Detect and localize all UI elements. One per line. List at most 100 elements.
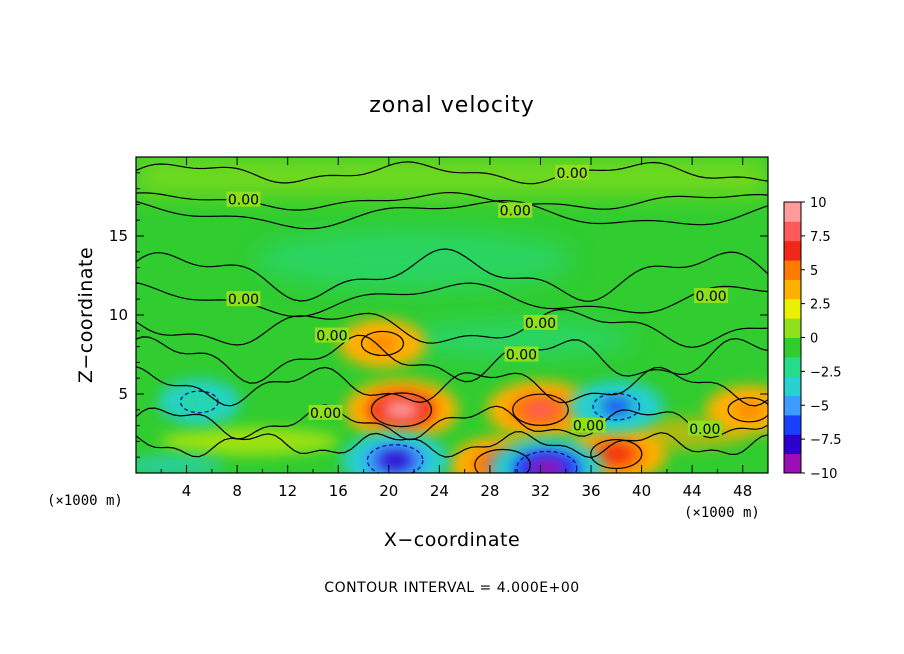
contour-label-bg	[226, 191, 261, 207]
colorbar-tick-label: 10	[810, 196, 827, 211]
contour-labels: 0.00 0.00 0.00 0.00 0.00 0.00 0.00 0.00 0.00 0.00…	[226, 164, 729, 438]
zero-contour	[136, 308, 768, 348]
y-ticks: 5 10 15	[109, 172, 768, 458]
colorbar-tick-label: −10	[810, 467, 837, 482]
field-core	[599, 445, 633, 463]
colorbar-segment	[784, 279, 801, 300]
zero-contour	[136, 248, 768, 302]
x-tick-label: 44	[683, 482, 702, 500]
field-core	[527, 458, 567, 473]
x-tick-label: 24	[430, 482, 449, 500]
contour-label: 0.00	[316, 329, 347, 345]
colorbar-tick-label: 5	[810, 264, 818, 279]
colorbar-tick-label: −7.5	[810, 433, 842, 448]
contour-label-bg	[555, 164, 590, 180]
x-ticks: 4 8 12 16 20 24 28 32 36 40 44 48	[160, 157, 752, 500]
colorbar-segment	[784, 395, 801, 416]
x-unit-right: (×1000 m)	[684, 505, 760, 521]
contour-label: 0.00	[573, 419, 604, 435]
field-band	[136, 157, 768, 197]
colorbar-tick-label: −2.5	[810, 365, 842, 380]
y-tick-label: 15	[109, 227, 128, 245]
field-core	[368, 336, 396, 351]
zero-contour	[136, 366, 768, 407]
colorbar-segment	[784, 414, 801, 435]
y-tick-label: 10	[109, 306, 128, 324]
contour-ring	[370, 392, 433, 428]
contour-ring	[592, 392, 641, 421]
colorbar-segment	[784, 221, 801, 242]
zero-contour	[136, 199, 768, 230]
colorbar-segment	[784, 260, 801, 280]
colorbar-tick-label: 0	[810, 332, 818, 347]
colorbar-segment	[784, 356, 801, 377]
zero-contour	[136, 334, 768, 384]
y-tick-label: 5	[118, 385, 128, 403]
colorbar-segment	[784, 337, 801, 358]
contour-label: 0.00	[506, 348, 537, 364]
field-band	[136, 455, 224, 473]
plot-area: 0.00 0.00 0.00 0.00 0.00 0.00 0.00 0.00 0.00 0.00…	[109, 156, 769, 500]
contour-label-bg	[523, 314, 558, 330]
contour-label-bg	[308, 404, 343, 420]
contour-label-bg	[226, 291, 261, 307]
colorbar-tick-label: 7.5	[810, 230, 831, 245]
contour-ring	[727, 397, 768, 423]
colorbar-segment	[784, 298, 801, 319]
colorbar-segment	[784, 453, 801, 474]
contour-label-bg	[504, 346, 539, 362]
field-core	[382, 399, 421, 420]
colorbar-segment	[784, 240, 801, 261]
colorbar-segment	[784, 202, 801, 222]
x-tick-label: 8	[232, 482, 242, 500]
contour-interval-note: CONTOUR INTERVAL = 4.000E+00	[324, 580, 579, 596]
x-tick-label: 20	[379, 482, 398, 500]
zero-contour	[136, 431, 768, 459]
x-tick-label: 16	[329, 482, 348, 500]
colorbar: 10 7.5 5 2.5 0 −2.5 −5 −7.5 −10	[783, 196, 842, 482]
contour-label: 0.00	[689, 422, 720, 438]
field-band	[254, 229, 575, 290]
contour-label-bg	[314, 327, 349, 343]
x-tick-label: 36	[581, 482, 600, 500]
field-band	[159, 427, 340, 456]
x-tick-label: 4	[182, 482, 192, 500]
zero-contour	[136, 404, 768, 441]
colorbar-tick-label: 2.5	[810, 298, 831, 313]
contour-ring	[366, 444, 424, 473]
contour-label: 0.00	[310, 406, 341, 422]
chart-title: zonal velocity	[369, 93, 535, 118]
field-core	[377, 451, 413, 470]
colorbar-segments	[784, 202, 801, 474]
contour-label-bg	[694, 288, 729, 304]
contour-ring	[512, 393, 569, 426]
contour-label: 0.00	[696, 289, 727, 305]
x-axis-label: X−coordinate	[384, 529, 520, 551]
colorbar-segment	[784, 318, 801, 338]
x-tick-label: 12	[278, 482, 297, 500]
field-core	[187, 395, 212, 409]
contour-label: 0.00	[228, 193, 259, 209]
colorbar-segment	[784, 434, 801, 455]
colorbar-tick-label: −5	[810, 399, 829, 414]
contour-label-bg	[571, 417, 606, 433]
contour-ring	[360, 330, 405, 357]
contour-ring	[516, 450, 578, 473]
contour-label: 0.00	[500, 204, 531, 220]
contour-ring	[590, 439, 643, 470]
field-band	[395, 320, 636, 357]
x-tick-label: 32	[531, 482, 550, 500]
contour-label: 0.00	[228, 292, 259, 308]
x-unit-left: (×1000 m)	[47, 493, 123, 509]
contour-ring	[474, 448, 531, 473]
contour-label-bg	[498, 202, 533, 218]
x-tick-label: 48	[733, 482, 752, 500]
colorbar-ticks: 10 7.5 5 2.5 0 −2.5 −5 −7.5 −10	[801, 196, 842, 482]
x-tick-label: 40	[632, 482, 651, 500]
field-core	[522, 400, 559, 420]
contour-label-bg	[687, 420, 722, 436]
colorbar-segment	[784, 376, 801, 397]
zero-contour	[136, 161, 768, 185]
contour-label: 0.00	[556, 166, 587, 182]
